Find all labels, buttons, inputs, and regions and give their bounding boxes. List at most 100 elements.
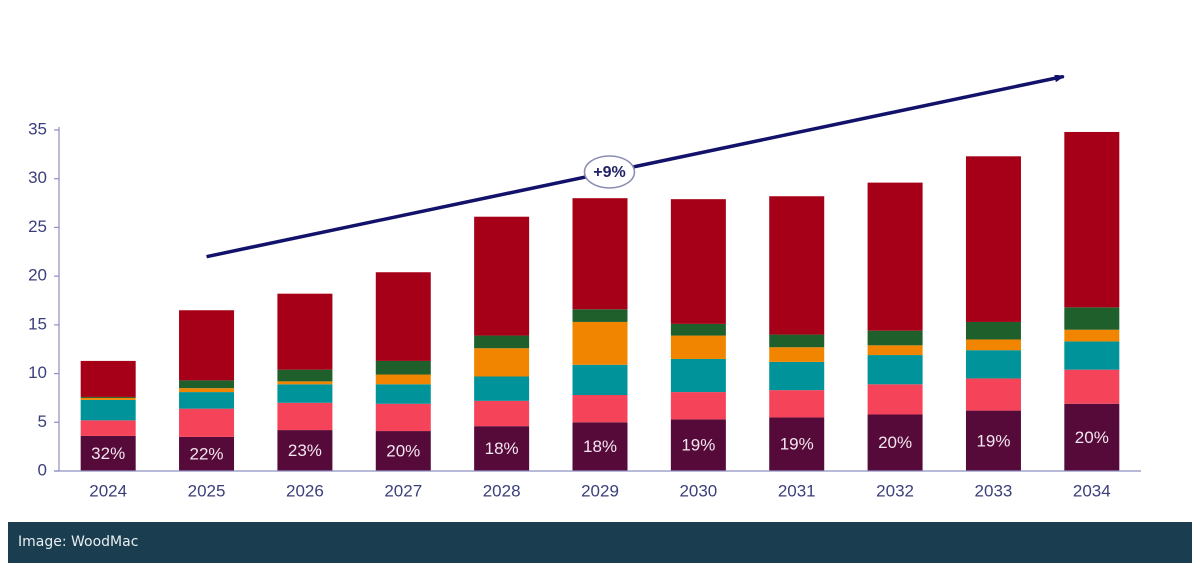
bar-segment-3 <box>375 384 431 404</box>
bar-segment-2 <box>179 408 235 437</box>
bar-stack-2033: 19% <box>965 156 1021 471</box>
bar-segment-2 <box>375 403 431 432</box>
bar-segment-2 <box>1064 369 1120 404</box>
bar-segment-5 <box>1064 307 1120 330</box>
bar-segment-5 <box>867 330 923 346</box>
y-tick-label: 30 <box>28 168 47 187</box>
y-tick-label: 25 <box>28 217 47 236</box>
x-tick-label: 2030 <box>679 481 717 500</box>
x-tick-label: 2027 <box>384 481 422 500</box>
bar-data-label: 20% <box>386 442 420 461</box>
x-tick-label: 2025 <box>188 481 226 500</box>
bar-data-label: 23% <box>288 441 322 460</box>
bar-segment-6 <box>179 310 235 381</box>
x-tick-label: 2024 <box>89 481 127 500</box>
annotations: +9% <box>206 75 1065 259</box>
bar-segment-1 <box>375 431 431 471</box>
bar-segment-6 <box>572 198 628 310</box>
bar-segment-2 <box>474 400 530 427</box>
bar-segment-3 <box>179 392 235 409</box>
bar-segment-2 <box>572 395 628 423</box>
bar-segment-5 <box>572 309 628 322</box>
bar-segment-6 <box>1064 131 1120 308</box>
bar-segment-3 <box>474 376 530 401</box>
bar-segment-5 <box>670 323 726 336</box>
bar-segment-4 <box>80 397 136 400</box>
bar-data-label: 22% <box>190 444 224 463</box>
x-tick-label: 2033 <box>975 481 1013 500</box>
bar-segment-2 <box>670 392 726 420</box>
bar-segment-1 <box>474 426 530 471</box>
bar-segment-5 <box>179 380 235 389</box>
bar-segment-1 <box>277 430 333 471</box>
bar-stack-2027: 20% <box>375 272 431 471</box>
bar-segment-6 <box>867 182 923 331</box>
bar-segment-6 <box>769 196 825 335</box>
bar-segment-4 <box>277 381 333 385</box>
bar-data-label: 19% <box>681 436 715 455</box>
x-tick-label: 2026 <box>286 481 324 500</box>
bar-segment-4 <box>572 321 628 365</box>
x-tick-label: 2031 <box>778 481 816 500</box>
y-axis: 0 5 10 15 20 25 30 35 <box>28 119 60 479</box>
bar-segment-3 <box>965 350 1021 379</box>
bar-stack-2028: 18% <box>474 216 530 471</box>
bar-segment-5 <box>474 335 530 349</box>
bar-segment-1 <box>1064 403 1120 471</box>
bar-segment-6 <box>80 360 136 397</box>
x-tick-label: 2029 <box>581 481 619 500</box>
y-tick-label: 20 <box>28 266 47 285</box>
bar-segment-5 <box>769 334 825 348</box>
y-tick-label: 15 <box>28 314 47 333</box>
bar-segment-4 <box>375 374 431 385</box>
bar-segment-3 <box>80 399 136 421</box>
bar-segment-4 <box>965 339 1021 351</box>
x-axis: 2024 2025 2026 2027 2028 2029 2030 2031 2032 2033… <box>54 470 1141 500</box>
bar-data-label: 19% <box>976 431 1010 450</box>
bar-stack-2029: 18% <box>572 198 628 471</box>
bar-segment-1 <box>769 417 825 471</box>
bar-stack-2034: 20% <box>1064 131 1120 471</box>
bar-segment-4 <box>769 347 825 362</box>
image-caption: Image: WoodMac <box>8 522 1192 563</box>
bar-segment-2 <box>277 402 333 431</box>
growth-trend-arrow <box>206 75 1065 259</box>
bar-stack-2026: 23% <box>277 293 333 471</box>
bar-segment-1 <box>80 435 136 471</box>
bar-segment-4 <box>670 335 726 359</box>
bar-data-label: 18% <box>583 437 617 456</box>
bar-data-label: 32% <box>91 444 125 463</box>
y-tick-label: 35 <box>28 119 47 138</box>
y-tick-label: 0 <box>38 460 47 479</box>
bars: 32% 22% 23% 20% 18% 18% 19% 19% 20% 19% 20% <box>80 131 1120 471</box>
bar-segment-6 <box>277 293 333 370</box>
bar-stack-2032: 20% <box>867 182 923 471</box>
bar-stack-2031: 19% <box>769 196 825 471</box>
bar-segment-1 <box>572 422 628 471</box>
bar-segment-2 <box>965 378 1021 411</box>
bar-segment-2 <box>867 384 923 415</box>
growth-callout-ellipse <box>583 155 636 189</box>
bar-data-label: 20% <box>878 433 912 452</box>
bar-data-label: 18% <box>485 439 519 458</box>
bar-segment-6 <box>670 199 726 324</box>
bar-segment-4 <box>179 388 235 393</box>
bar-segment-3 <box>277 384 333 403</box>
bar-segment-1 <box>965 410 1021 471</box>
bar-segment-3 <box>1064 341 1120 370</box>
x-tick-label: 2034 <box>1073 481 1111 500</box>
bar-segment-3 <box>769 361 825 391</box>
bar-segment-4 <box>1064 329 1120 342</box>
x-tick-label: 2032 <box>876 481 914 500</box>
bar-segment-1 <box>179 436 235 471</box>
x-tick-label: 2028 <box>483 481 521 500</box>
bar-segment-3 <box>572 364 628 396</box>
bar-data-label: 19% <box>780 435 814 454</box>
bar-segment-5 <box>965 321 1021 340</box>
chart-container: 0 5 10 15 20 25 30 35 32% 22% 23% 20% 18% 18% 19% 19% 2… <box>8 75 1192 520</box>
bar-segment-4 <box>474 348 530 377</box>
bar-segment-1 <box>867 414 923 471</box>
bar-segment-6 <box>474 216 530 336</box>
bar-stack-2024: 32% <box>80 360 136 471</box>
